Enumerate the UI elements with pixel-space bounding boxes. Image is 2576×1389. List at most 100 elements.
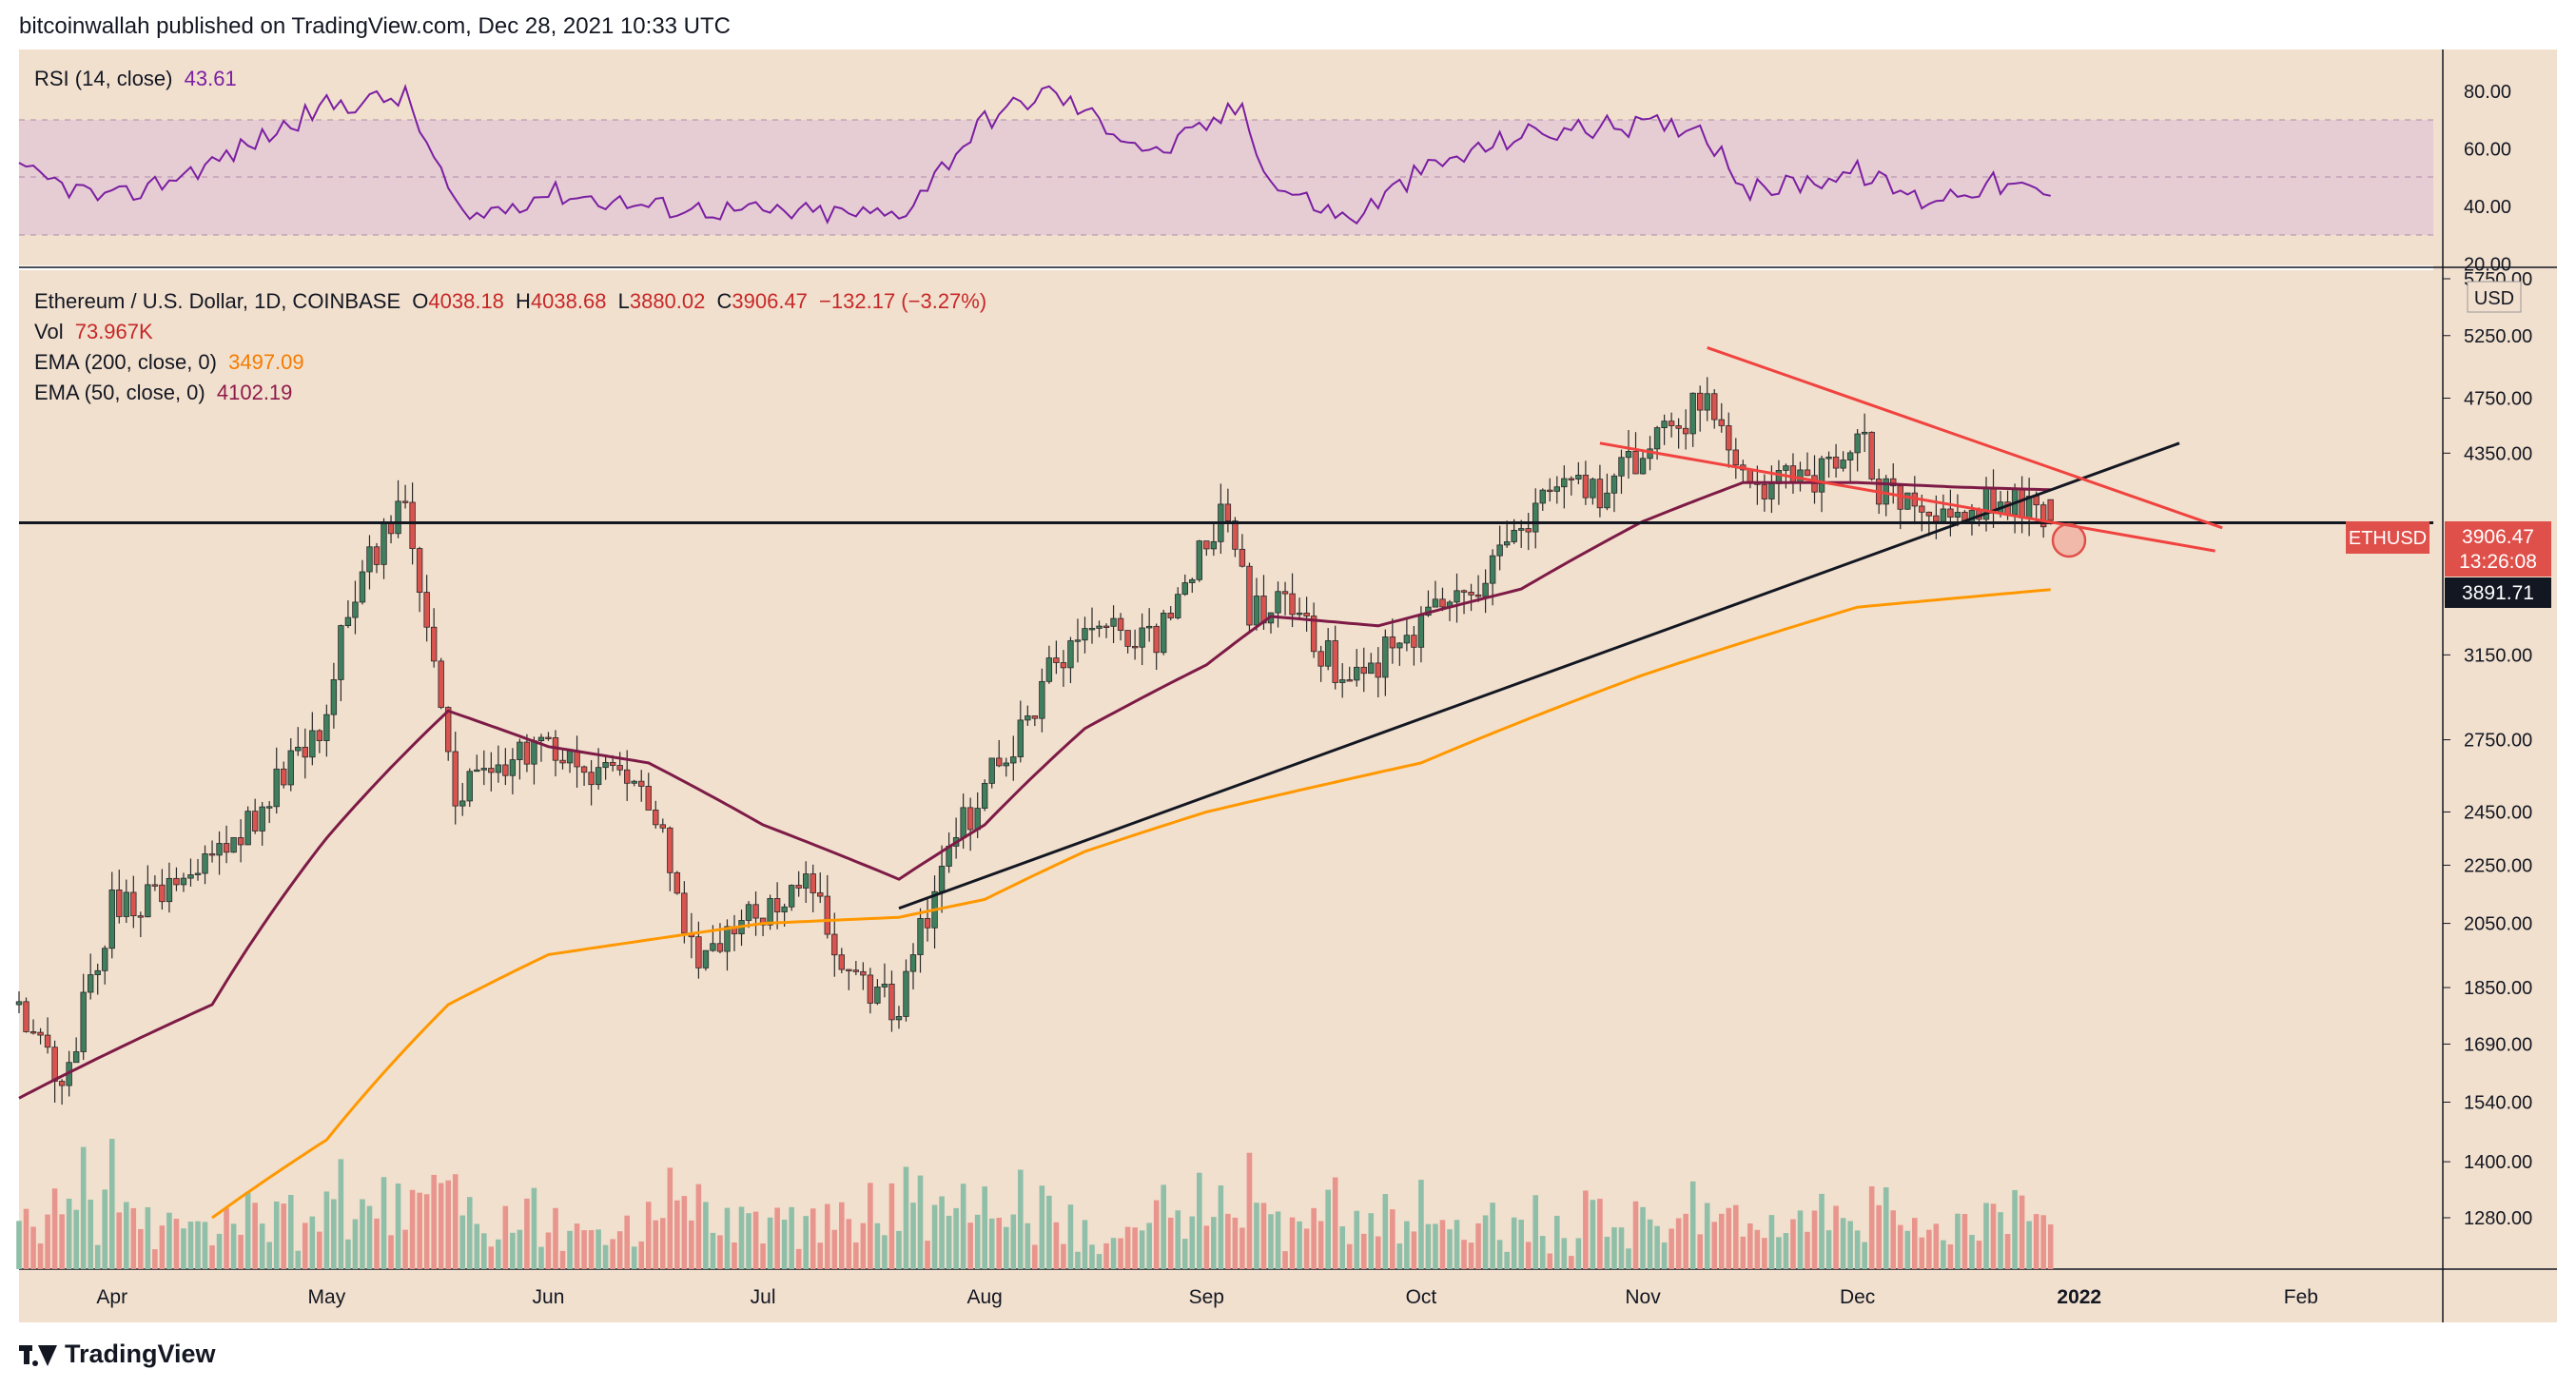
volume-bar — [423, 1194, 430, 1269]
candle-body — [1339, 679, 1346, 683]
volume-bar — [1468, 1242, 1474, 1269]
candle-body — [1468, 592, 1474, 596]
time-axis-bg — [19, 1269, 2433, 1322]
candle-body — [595, 767, 602, 786]
candle-body — [1532, 502, 1539, 533]
tradingview-logo-icon — [19, 1343, 57, 1366]
candle-body — [566, 750, 574, 764]
currency-label[interactable]: USD — [2474, 288, 2514, 309]
volume-bar — [1704, 1203, 1710, 1269]
volume-bar — [1447, 1229, 1453, 1269]
volume-bar — [853, 1242, 859, 1269]
upper-red-trendline — [1707, 345, 2223, 530]
candle-body — [1675, 425, 1682, 429]
candle-body — [631, 780, 637, 784]
volume-bar — [1661, 1242, 1668, 1269]
volume-bar — [1010, 1214, 1017, 1269]
candle-body — [430, 626, 438, 662]
volume-bar — [703, 1202, 709, 1269]
rsi-tick-label: 60.00 — [2464, 139, 2511, 160]
candle-body — [1868, 431, 1875, 479]
candle-body — [1919, 505, 1925, 513]
volume-bar — [1139, 1230, 1145, 1269]
countdown-label: 13:26:08 — [2459, 551, 2537, 573]
volume-bar — [524, 1198, 530, 1269]
candle-body — [1610, 475, 1618, 494]
volume-bar — [903, 1166, 909, 1269]
candle-body — [1539, 489, 1546, 504]
candle-body — [574, 750, 580, 768]
candle-body — [545, 736, 552, 739]
candle-body — [681, 892, 688, 934]
candle-body — [1861, 431, 1868, 435]
volume-bar — [1654, 1225, 1660, 1269]
candle-body — [1025, 715, 1031, 721]
volume-bar — [1983, 1203, 1989, 1269]
volume-bar — [1297, 1221, 1302, 1269]
volume-bar — [988, 1218, 995, 1269]
volume-bar — [1897, 1224, 1903, 1269]
volume-bar — [474, 1223, 480, 1269]
symbol-title: Ethereum / U.S. Dollar, 1D, COINBASE — [34, 289, 401, 313]
candle-body — [781, 906, 788, 912]
tradingview-logo[interactable]: TradingView — [19, 1340, 216, 1369]
volume-bar — [1289, 1217, 1296, 1269]
volume-bar — [23, 1208, 29, 1269]
volume-bar — [287, 1194, 294, 1269]
time-label: Dec — [1840, 1286, 1875, 1308]
candle-body — [1925, 511, 1933, 517]
low-label: L — [617, 289, 630, 313]
volume-bar — [1868, 1186, 1875, 1269]
volume-bar — [1232, 1217, 1239, 1269]
volume-bar — [1461, 1240, 1467, 1269]
candle-body — [616, 765, 623, 771]
candle-body — [1489, 555, 1496, 584]
candle-body — [1904, 492, 1911, 510]
volume-bar — [388, 1235, 394, 1269]
volume-bar — [1783, 1233, 1789, 1269]
volume-bar — [860, 1223, 867, 1269]
volume-bar — [295, 1250, 302, 1269]
candle-body — [724, 926, 731, 952]
candle-body — [452, 751, 459, 807]
candle-body — [1575, 475, 1582, 479]
volume-bar — [1482, 1215, 1489, 1269]
rsi-band — [19, 120, 2433, 235]
volume-bar — [567, 1230, 573, 1269]
candle-body — [1210, 540, 1218, 550]
volume-bar — [30, 1226, 36, 1269]
volume-bar — [2033, 1214, 2039, 1269]
volume-bar — [1683, 1213, 1688, 1269]
volume-bar — [953, 1207, 959, 1269]
volume-bar — [1733, 1204, 1739, 1269]
candle-body — [495, 764, 502, 773]
candle-body — [1131, 645, 1139, 649]
open-label: O — [412, 289, 429, 313]
volume-bar — [1525, 1242, 1532, 1269]
volume-bar — [1404, 1221, 1410, 1269]
candle-body — [1096, 625, 1103, 629]
volume-bar — [152, 1249, 158, 1269]
volume-bar — [145, 1206, 151, 1269]
volume-bar — [1597, 1199, 1603, 1269]
volume-bar — [1490, 1203, 1495, 1269]
volume-bar — [1203, 1225, 1210, 1269]
candle-body — [1818, 458, 1825, 493]
volume-bar — [1926, 1229, 1932, 1269]
candle-body — [745, 904, 752, 921]
volume-bar — [1175, 1210, 1181, 1269]
candle-body — [1375, 662, 1381, 678]
volume-legend: Vol 73.967K — [34, 320, 159, 344]
volume-bar — [366, 1205, 373, 1269]
volume-bar — [1632, 1201, 1639, 1269]
candle-body — [2047, 499, 2054, 521]
open-value: 4038.18 — [428, 289, 504, 313]
volume-bar — [1311, 1207, 1317, 1269]
volume-bar — [345, 1239, 351, 1269]
volume-bar — [37, 1243, 44, 1269]
currency-box — [2467, 281, 2522, 313]
volume-bar — [1969, 1234, 1975, 1269]
volume-bar — [581, 1230, 587, 1269]
candle-body — [58, 1081, 66, 1086]
